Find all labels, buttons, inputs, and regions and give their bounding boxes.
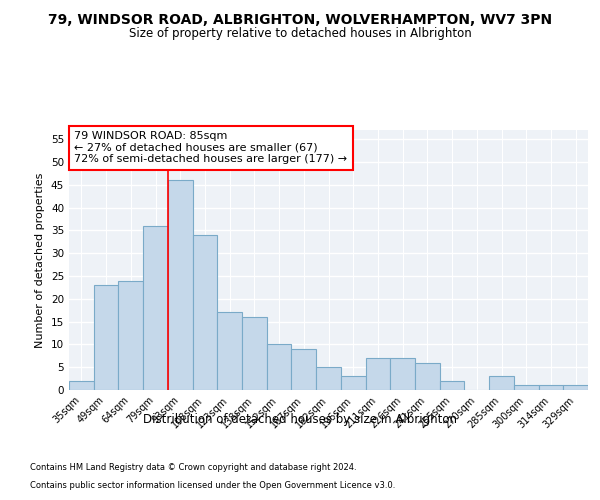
Text: Distribution of detached houses by size in Albrighton: Distribution of detached houses by size … xyxy=(143,412,457,426)
Text: Contains HM Land Registry data © Crown copyright and database right 2024.: Contains HM Land Registry data © Crown c… xyxy=(30,464,356,472)
Bar xyxy=(193,235,217,390)
Text: 79, WINDSOR ROAD, ALBRIGHTON, WOLVERHAMPTON, WV7 3PN: 79, WINDSOR ROAD, ALBRIGHTON, WOLVERHAMP… xyxy=(48,12,552,26)
Bar xyxy=(168,180,193,390)
Bar xyxy=(514,386,539,390)
Bar xyxy=(69,381,94,390)
Bar xyxy=(390,358,415,390)
Text: Size of property relative to detached houses in Albrighton: Size of property relative to detached ho… xyxy=(128,28,472,40)
Bar xyxy=(143,226,168,390)
Bar xyxy=(118,280,143,390)
Bar xyxy=(292,349,316,390)
Bar xyxy=(415,362,440,390)
Text: Contains public sector information licensed under the Open Government Licence v3: Contains public sector information licen… xyxy=(30,481,395,490)
Bar xyxy=(365,358,390,390)
Bar xyxy=(539,386,563,390)
Bar xyxy=(341,376,365,390)
Y-axis label: Number of detached properties: Number of detached properties xyxy=(35,172,46,348)
Bar xyxy=(316,367,341,390)
Bar xyxy=(267,344,292,390)
Text: 79 WINDSOR ROAD: 85sqm
← 27% of detached houses are smaller (67)
72% of semi-det: 79 WINDSOR ROAD: 85sqm ← 27% of detached… xyxy=(74,132,347,164)
Bar xyxy=(217,312,242,390)
Bar xyxy=(242,317,267,390)
Bar xyxy=(94,285,118,390)
Bar xyxy=(489,376,514,390)
Bar xyxy=(563,386,588,390)
Bar xyxy=(440,381,464,390)
